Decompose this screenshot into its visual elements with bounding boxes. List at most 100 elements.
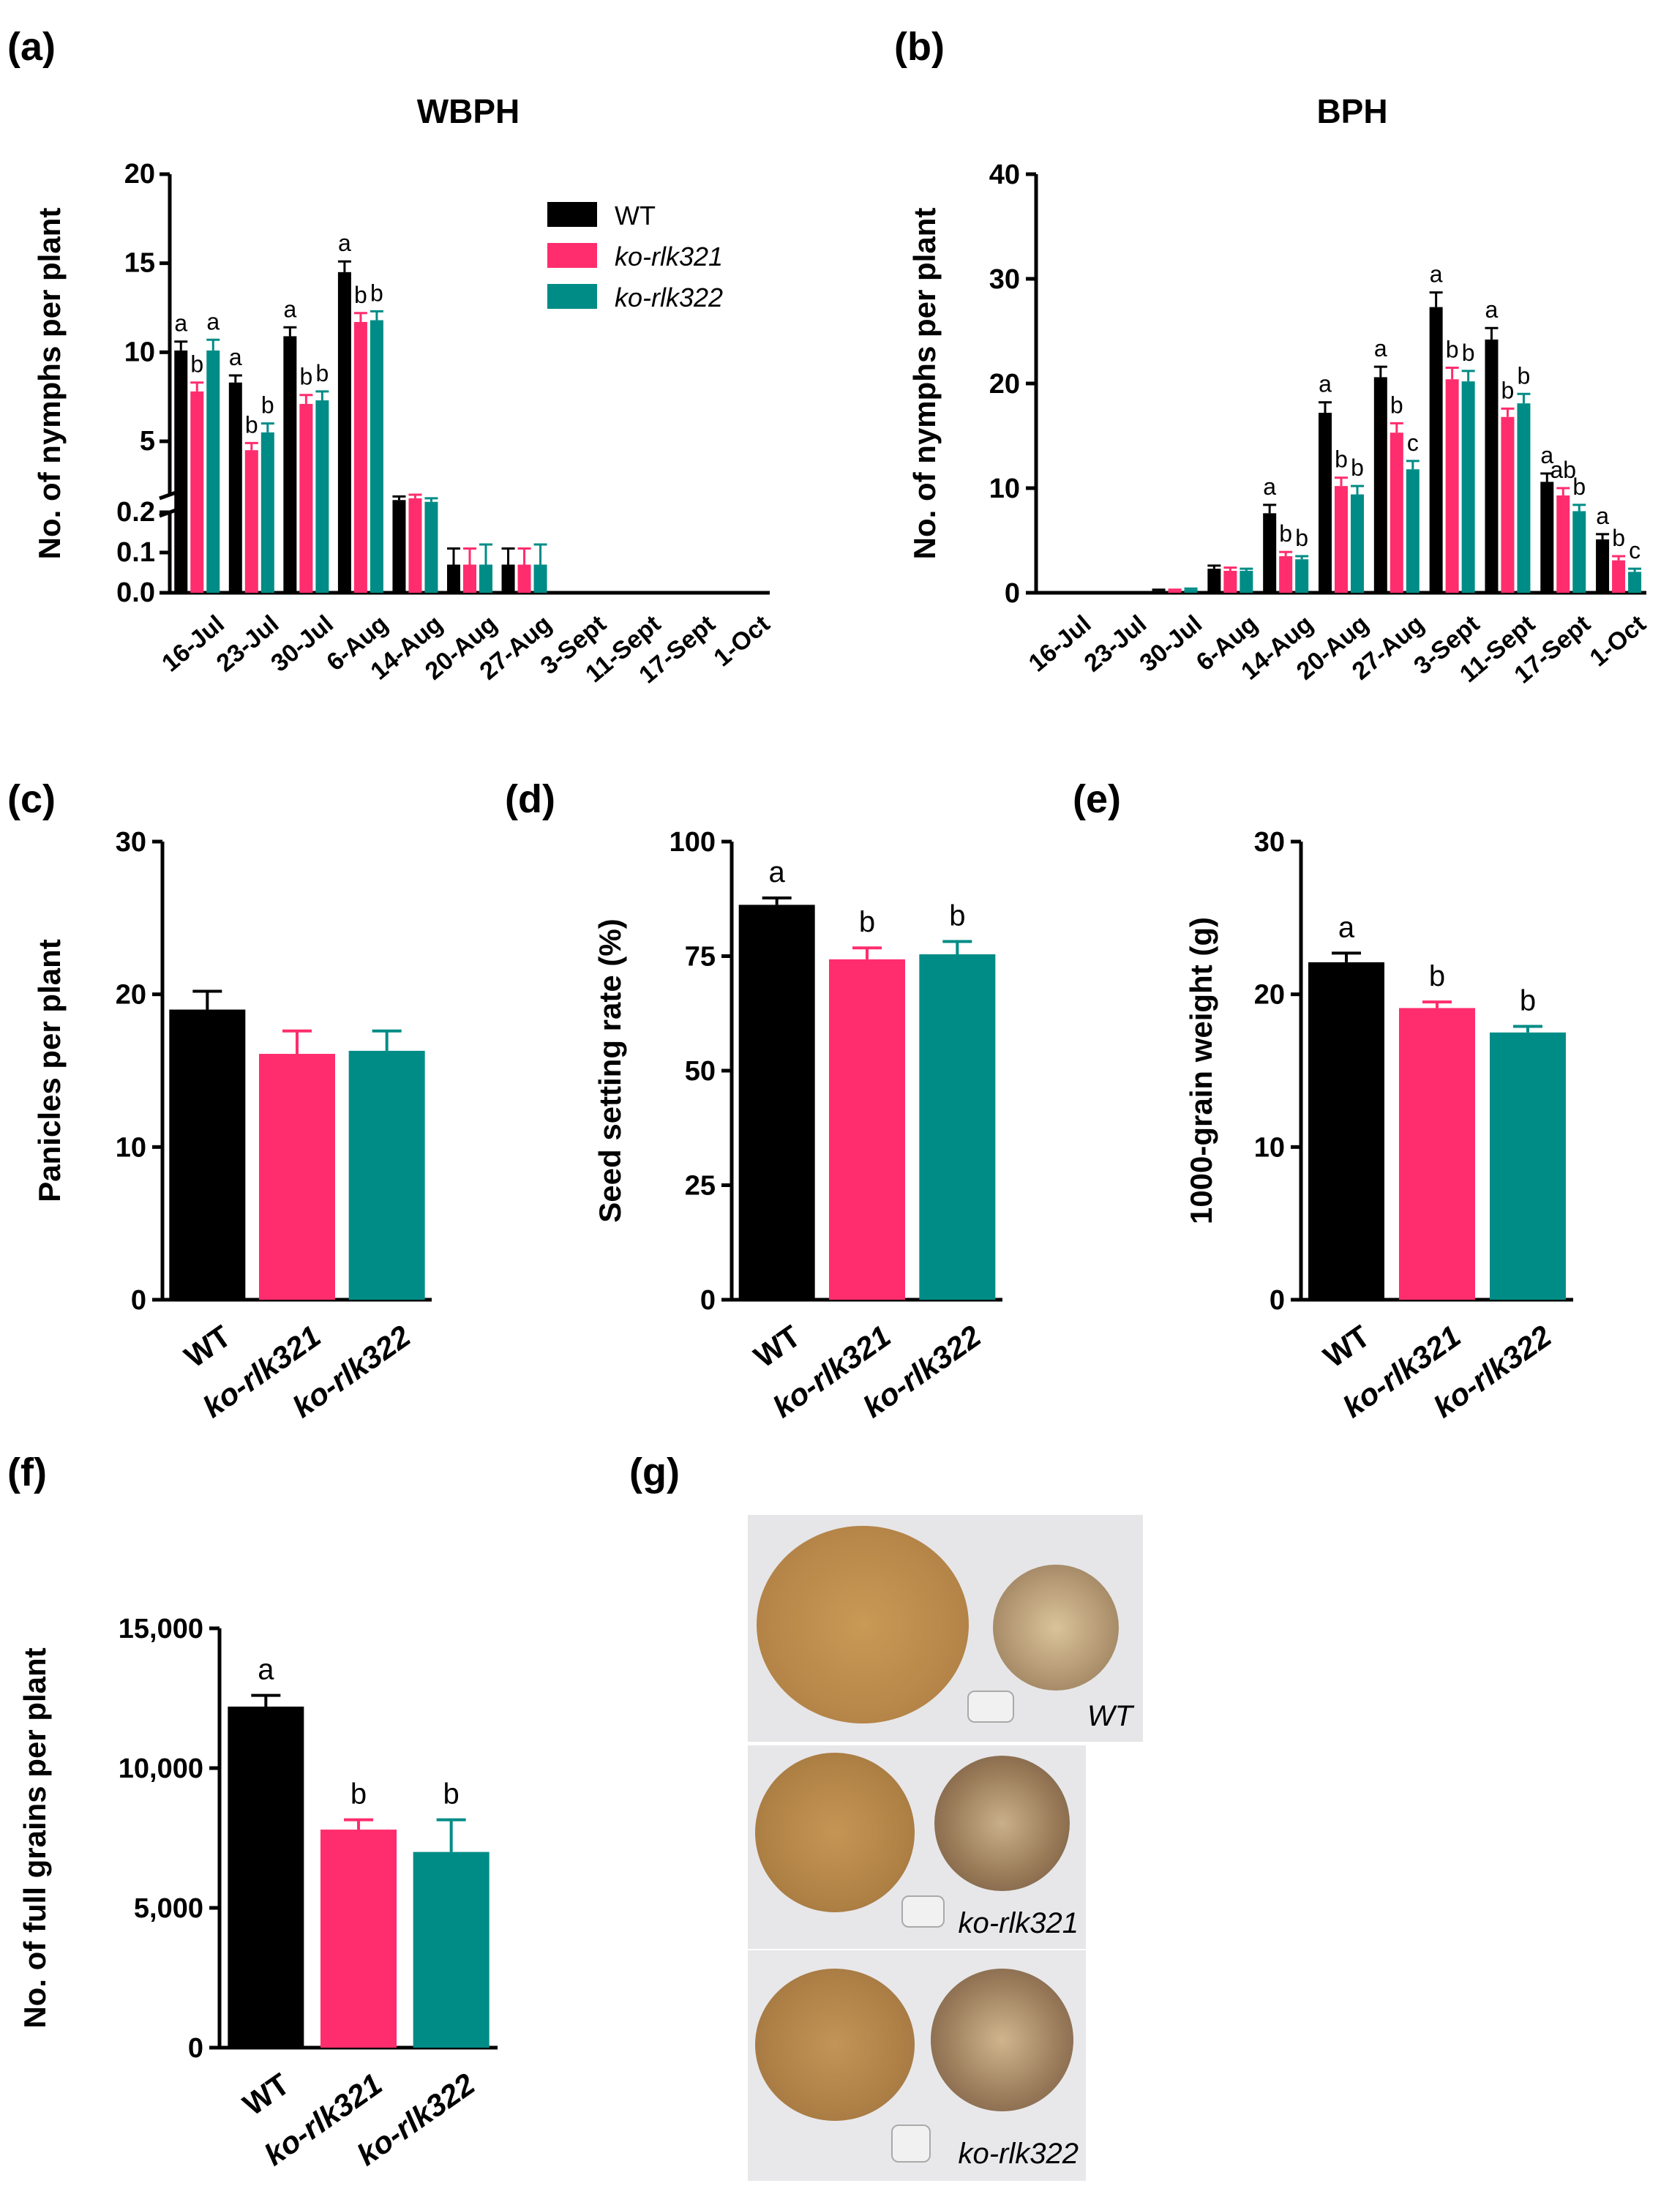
chart-b-xtick-label-30-jul: 30-Jul: [1134, 610, 1207, 677]
chart-e-bar-ko-rlk321: [1399, 1008, 1475, 1300]
chart-b-siglabel-20-aug-ko-rlk322: b: [1351, 454, 1364, 481]
chart-d-siglabel-wt: a: [769, 856, 786, 888]
chart-d-bar-wt: [738, 905, 815, 1300]
chart-b-ytick-label-0: 0: [1005, 578, 1020, 609]
chart-e-siglabel-ko-rlk322: b: [1520, 984, 1536, 1017]
chart-b-siglabel-11-sept-wt: a: [1485, 296, 1499, 323]
chart-b-ytick-label-4: 40: [989, 160, 1020, 190]
chart-b-bar-27-aug-ko-rlk321: [1390, 433, 1403, 593]
chart-d-ytick-label-1: 25: [685, 1171, 716, 1202]
chart-b-siglabel-17-sept-ko-rlk322: b: [1572, 473, 1586, 500]
chart-b-siglabel-20-aug-wt: a: [1319, 371, 1332, 397]
legend-label-wt: WT: [615, 201, 656, 231]
chart-b-bar-17-sept-wt: [1540, 482, 1554, 593]
chart-f-xtick-label-wt: WT: [236, 2067, 296, 2122]
chart-d-ytick-label-2: 50: [685, 1056, 716, 1087]
chart-b-bar-11-sept-wt: [1485, 339, 1499, 593]
chart-c-bar-ko-rlk321: [259, 1054, 335, 1300]
chart-b-bar-14-aug-ko-rlk322: [1295, 559, 1309, 593]
chart-a-ytick-label-upper-2: 15: [124, 248, 155, 279]
chart-a-bar-6-aug-wt: [337, 272, 351, 593]
chart-d-ytick-label-4: 100: [670, 827, 716, 858]
chart-b-bar-30-jul-ko-rlk322: [1184, 589, 1198, 593]
chart-b-siglabel-3-sept-ko-rlk321: b: [1446, 337, 1459, 363]
chart-b-siglabel-14-aug-wt: a: [1263, 473, 1276, 500]
chart-e-ytick-label-1: 10: [1254, 1132, 1285, 1163]
chart-f-bar-ko-rlk322: [413, 1852, 490, 2048]
chart-a-bar-16-jul-wt: [174, 350, 188, 593]
chart-b-siglabel-1-oct-wt: a: [1596, 503, 1609, 529]
chart-b-siglabel-11-sept-ko-rlk321: b: [1501, 377, 1515, 403]
chart-b-title: BPH: [1316, 92, 1387, 130]
chart-c-ylabel: Panicles per plant: [32, 939, 67, 1202]
chart-a-bar-14-aug-ko-rlk321: [408, 498, 422, 593]
chart-c-xtick-label-wt: WT: [178, 1319, 237, 1374]
panel-label-d: (d): [505, 777, 555, 821]
chart-a-ytick-label-upper-1: 10: [124, 337, 155, 367]
legend-swatch-ko-rlk321: [547, 243, 597, 268]
photo-caption-wt: WT: [1087, 1700, 1133, 1732]
chart-d-ytick-label-3: 75: [685, 942, 716, 973]
chart-b-bar-11-sept-ko-rlk322: [1517, 403, 1531, 593]
chart-b-bar-17-sept-ko-rlk322: [1572, 511, 1586, 593]
panel-label-g: (g): [629, 1450, 680, 1494]
legend: WT ko-rlk321 ko-rlk322: [547, 201, 723, 312]
chart-a-siglabel-6-aug-wt: a: [338, 230, 351, 256]
legend-label-ko-rlk321: ko-rlk321: [615, 242, 723, 272]
chart-f-siglabel-wt: a: [258, 1654, 274, 1686]
chart-a-siglabel-16-jul-ko-rlk321: b: [190, 351, 203, 378]
chart-a-ytick-label-upper-3: 20: [124, 159, 155, 190]
chart-c-ytick-label-0: 0: [131, 1285, 146, 1316]
chart-e-siglabel-wt: a: [1338, 911, 1355, 943]
chart-c-ytick-label-2: 20: [116, 980, 146, 1011]
grain-pile-full: [755, 1969, 915, 2121]
chart-b-ytick-label-2: 20: [989, 369, 1020, 400]
chart-d-bar-ko-rlk321: [829, 959, 905, 1300]
chart-a-siglabel-6-aug-ko-rlk322: b: [370, 280, 383, 306]
chart-a-bar-30-jul-ko-rlk322: [315, 400, 329, 593]
chart-b-siglabel-1-oct-ko-rlk321: b: [1612, 525, 1625, 551]
chart-b-siglabel-20-aug-ko-rlk321: b: [1335, 446, 1348, 473]
chart-f-bar-wt: [228, 1706, 304, 2048]
chart-a-bar-27-aug-ko-rlk322: [533, 564, 547, 593]
chart-b-siglabel-17-sept-wt: a: [1540, 442, 1553, 468]
chart-a-ylabel: No. of nymphs per plant: [32, 208, 67, 560]
chart-f-siglabel-ko-rlk321: b: [350, 1778, 367, 1811]
grain-pile-empty: [931, 1969, 1073, 2111]
chart-a-bar-30-jul-ko-rlk321: [299, 403, 313, 593]
sample-tag: [891, 2124, 931, 2163]
chart-a-bar-30-jul-wt: [283, 336, 297, 593]
panel-label-c: (c): [7, 777, 56, 821]
chart-a-xtick-label-30-jul: 30-Jul: [266, 610, 339, 677]
grain-pile-empty: [934, 1756, 1070, 1891]
chart-a-bar-16-jul-ko-rlk322: [206, 350, 220, 593]
chart-b-ytick-label-3: 30: [989, 264, 1020, 295]
chart-d-siglabel-ko-rlk321: b: [859, 906, 875, 938]
chart-a-siglabel-30-jul-ko-rlk322: b: [315, 360, 329, 386]
chart-b-bar-30-jul-ko-rlk321: [1168, 591, 1182, 593]
chart-b-xtick-label-23-jul: 23-Jul: [1079, 610, 1152, 677]
panel-label-b: (b): [894, 25, 945, 69]
chart-b-siglabel-27-aug-wt: a: [1374, 335, 1387, 362]
chart-a-siglabel-16-jul-wt: a: [174, 310, 187, 337]
chart-b-siglabel-11-sept-ko-rlk322: b: [1518, 362, 1531, 389]
photo-ko-rlk322: ko-rlk322: [748, 1950, 1086, 2181]
chart-a-bar-6-aug-ko-rlk321: [353, 321, 367, 593]
chart-b-xtick-label-1-oct: 1-Oct: [1585, 610, 1651, 672]
chart-a-siglabel-23-jul-wt: a: [229, 344, 242, 370]
chart-b-bar-1-oct-ko-rlk322: [1628, 572, 1642, 593]
chart-c-ytick-label-1: 10: [116, 1132, 146, 1163]
chart-e-bar-wt: [1308, 962, 1384, 1300]
chart-f-full-grains: 0 5,000 10,000 15,000 No. of full grains per…: [18, 1614, 498, 2172]
grain-pile-full: [755, 1753, 915, 1912]
chart-e-bar-ko-rlk322: [1490, 1032, 1566, 1300]
chart-d-siglabel-ko-rlk322: b: [949, 899, 965, 932]
chart-a-ytick-label-upper-0: 5: [140, 426, 155, 457]
chart-a-xtick-label-23-jul: 23-Jul: [211, 610, 285, 677]
chart-a-bar-6-aug-ko-rlk322: [370, 320, 383, 593]
chart-b-siglabel-27-aug-ko-rlk322: c: [1407, 430, 1419, 456]
chart-f-bar-ko-rlk321: [320, 1830, 397, 2048]
